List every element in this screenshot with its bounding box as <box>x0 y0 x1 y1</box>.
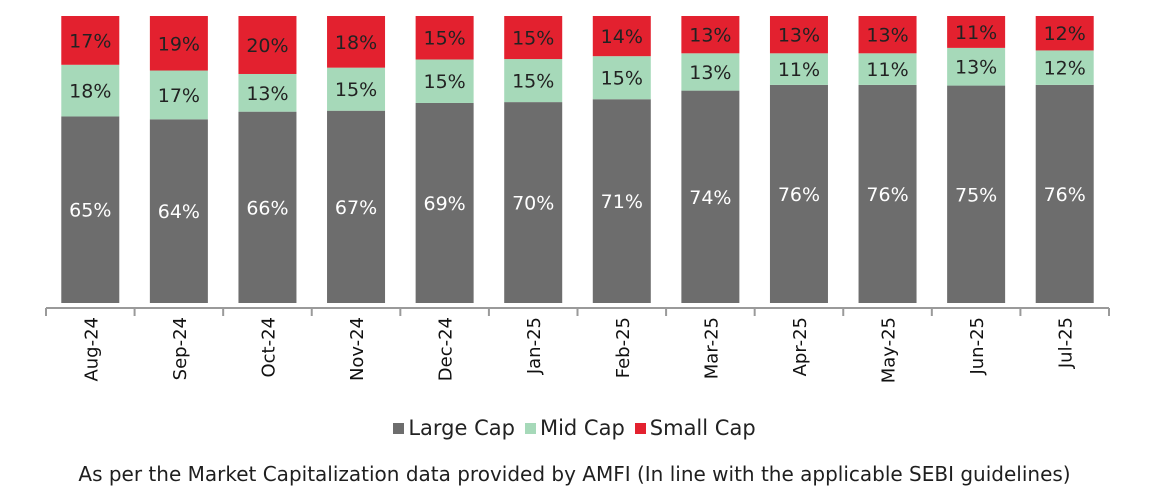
x-tick-label-may-25: May-25 <box>879 317 900 383</box>
x-tick-label-nov-24: Nov-24 <box>347 317 368 381</box>
chart-legend: Large Cap Mid Cap Small Cap <box>0 416 1149 440</box>
bar-large-cap-jan-25 <box>504 102 563 303</box>
bar-small-cap-oct-24 <box>238 16 297 74</box>
data-label-mid-cap-jun-25: 13% <box>955 57 997 79</box>
data-label-large-cap-sep-24: 64% <box>158 201 200 223</box>
bar-mid-cap-nov-24 <box>327 67 386 111</box>
bar-large-cap-sep-24 <box>149 119 208 303</box>
data-label-mid-cap-aug-24: 18% <box>69 81 111 103</box>
x-tick-label-jun-25: Jun-25 <box>967 317 988 376</box>
bar-large-cap-oct-24 <box>238 111 297 304</box>
bar-small-cap-mar-25 <box>681 16 740 54</box>
bar-small-cap-jul-25 <box>1035 16 1094 51</box>
legend-item-small-cap: Small Cap <box>634 416 756 440</box>
legend-label-small-cap: Small Cap <box>649 416 756 440</box>
x-tick-label-aug-24: Aug-24 <box>81 317 102 382</box>
data-label-small-cap-sep-24: 19% <box>158 33 200 55</box>
bar-mid-cap-feb-25 <box>592 56 651 100</box>
data-label-mid-cap-jan-25: 15% <box>512 71 554 93</box>
data-label-mid-cap-apr-25: 11% <box>778 59 820 81</box>
data-label-large-cap-nov-24: 67% <box>335 197 377 219</box>
data-label-small-cap-mar-25: 13% <box>689 25 731 47</box>
x-tick-label-feb-25: Feb-25 <box>613 317 634 378</box>
x-tick-label-apr-25: Apr-25 <box>790 317 811 376</box>
bar-mid-cap-jul-25 <box>1035 50 1094 85</box>
x-tick-label-jul-25: Jul-25 <box>1056 317 1077 369</box>
x-tick-label-mar-25: Mar-25 <box>701 317 722 379</box>
x-tick-label-jan-25: Jan-25 <box>524 317 545 375</box>
x-tick-label-dec-24: Dec-24 <box>436 317 457 381</box>
bar-large-cap-nov-24 <box>327 110 386 304</box>
legend-label-mid-cap: Mid Cap <box>539 416 625 440</box>
bar-mid-cap-jun-25 <box>947 47 1006 86</box>
bar-large-cap-jun-25 <box>947 85 1006 303</box>
legend-swatch-large-cap <box>393 422 405 434</box>
bar-mid-cap-oct-24 <box>238 73 297 112</box>
data-label-mid-cap-dec-24: 15% <box>424 71 466 93</box>
bar-mid-cap-aug-24 <box>61 64 120 117</box>
data-label-mid-cap-mar-25: 13% <box>689 62 731 84</box>
data-label-small-cap-jun-25: 11% <box>955 22 997 44</box>
data-label-mid-cap-oct-24: 13% <box>246 83 288 105</box>
data-label-small-cap-nov-24: 18% <box>335 32 377 54</box>
x-tick-label-oct-24: Oct-24 <box>258 317 279 378</box>
bar-small-cap-may-25 <box>858 16 917 54</box>
data-label-large-cap-aug-24: 65% <box>69 200 111 222</box>
data-label-small-cap-dec-24: 15% <box>424 28 466 50</box>
legend-swatch-mid-cap <box>524 422 536 434</box>
data-label-small-cap-jul-25: 12% <box>1044 23 1086 45</box>
data-label-large-cap-jun-25: 75% <box>955 184 997 206</box>
bar-small-cap-jan-25 <box>504 16 563 60</box>
data-label-mid-cap-jul-25: 12% <box>1044 58 1086 80</box>
x-tick-label-sep-24: Sep-24 <box>170 317 191 380</box>
bar-large-cap-dec-24 <box>415 102 474 303</box>
data-label-large-cap-dec-24: 69% <box>424 193 466 215</box>
data-label-mid-cap-nov-24: 15% <box>335 79 377 101</box>
data-label-mid-cap-feb-25: 15% <box>601 68 643 90</box>
data-label-large-cap-apr-25: 76% <box>778 184 820 206</box>
data-label-large-cap-jan-25: 70% <box>512 193 554 215</box>
bar-large-cap-jul-25 <box>1035 84 1094 303</box>
bar-mid-cap-jan-25 <box>504 59 563 103</box>
bar-mid-cap-mar-25 <box>681 53 740 91</box>
footnote: As per the Market Capitalization data pr… <box>78 462 1071 486</box>
bar-small-cap-feb-25 <box>592 16 651 57</box>
data-label-small-cap-feb-25: 14% <box>601 26 643 48</box>
data-label-small-cap-jan-25: 15% <box>512 28 554 50</box>
data-label-large-cap-jul-25: 76% <box>1044 184 1086 206</box>
legend-swatch-small-cap <box>634 422 646 434</box>
bar-small-cap-sep-24 <box>149 16 208 71</box>
bar-small-cap-jun-25 <box>947 16 1006 48</box>
bar-small-cap-apr-25 <box>769 16 828 54</box>
bar-large-cap-aug-24 <box>61 116 120 303</box>
bar-large-cap-feb-25 <box>592 99 651 303</box>
stacked-bar-chart: 65% 18% 17% 64% 17% 19% 66% 13% 20% 67% 15% 18% 69% 1… <box>45 16 1110 383</box>
bar-large-cap-apr-25 <box>769 84 828 303</box>
bar-mid-cap-apr-25 <box>769 53 828 85</box>
bar-mid-cap-dec-24 <box>415 59 474 103</box>
data-label-mid-cap-sep-24: 17% <box>158 85 200 107</box>
bar-large-cap-mar-25 <box>681 90 740 304</box>
data-label-small-cap-may-25: 13% <box>866 25 908 47</box>
legend-label-large-cap: Large Cap <box>408 416 515 440</box>
bar-small-cap-aug-24 <box>61 16 120 65</box>
data-label-large-cap-feb-25: 71% <box>601 191 643 213</box>
data-label-small-cap-aug-24: 17% <box>69 30 111 52</box>
data-label-large-cap-oct-24: 66% <box>246 197 288 219</box>
data-label-mid-cap-may-25: 11% <box>866 59 908 81</box>
data-label-large-cap-may-25: 76% <box>866 184 908 206</box>
data-label-small-cap-oct-24: 20% <box>246 35 288 57</box>
bar-mid-cap-may-25 <box>858 53 917 85</box>
legend-item-large-cap: Large Cap <box>393 416 515 440</box>
legend-item-mid-cap: Mid Cap <box>524 416 625 440</box>
bar-large-cap-may-25 <box>858 84 917 303</box>
bar-small-cap-dec-24 <box>415 16 474 60</box>
bar-small-cap-nov-24 <box>327 16 386 68</box>
data-label-large-cap-mar-25: 74% <box>689 187 731 209</box>
data-label-small-cap-apr-25: 13% <box>778 25 820 47</box>
bar-mid-cap-sep-24 <box>149 70 208 120</box>
